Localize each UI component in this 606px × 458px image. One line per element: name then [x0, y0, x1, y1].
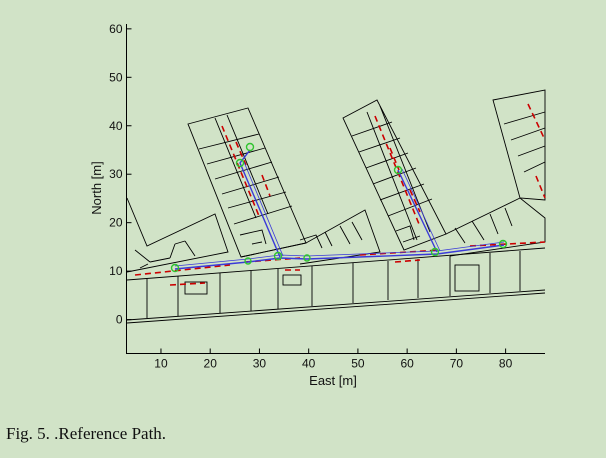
y-ticks: 0 10 20 30 40 50 60: [109, 22, 132, 327]
y-tick-label: 20: [109, 216, 123, 230]
y-tick-label: 0: [116, 313, 123, 327]
waypoint-marker: [393, 165, 403, 175]
axes: 0 10 20 30 40 50 60 10 20 30 40 50 60 70 80: [109, 22, 545, 371]
path-wing-2: [397, 169, 438, 253]
floorplan: [126, 89, 546, 324]
waypoint-marker: [245, 142, 255, 152]
reference-path: [170, 142, 508, 273]
y-tick-label: 50: [109, 70, 123, 84]
path-wing-1: [239, 149, 281, 258]
x-ticks: 10 20 30 40 50 60 70 80: [154, 348, 513, 371]
y-tick-label: 30: [109, 167, 123, 181]
waypoint-marker: [430, 247, 440, 257]
waypoint-marker: [273, 251, 283, 261]
y-axis-label: North [m]: [89, 161, 104, 214]
waypoint-marker: [235, 158, 245, 168]
figure-caption: Fig. 5. .Reference Path.: [6, 424, 167, 443]
x-tick-label: 80: [499, 357, 513, 371]
waypoint-marker: [170, 263, 180, 273]
y-tick-label: 40: [109, 119, 123, 133]
doors: [134, 103, 546, 286]
waypoint-marker: [303, 254, 311, 262]
x-tick-label: 30: [253, 357, 267, 371]
x-axis-label: East [m]: [309, 373, 357, 388]
waypoint-marker: [498, 239, 508, 249]
y-tick-label: 10: [109, 264, 123, 278]
x-tick-label: 10: [154, 357, 168, 371]
y-tick-label: 60: [109, 22, 123, 36]
x-tick-label: 20: [204, 357, 218, 371]
x-tick-label: 70: [450, 357, 464, 371]
x-tick-label: 60: [400, 357, 414, 371]
waypoint-marker: [244, 257, 252, 265]
x-tick-label: 50: [351, 357, 365, 371]
path-corridor: [174, 244, 505, 270]
x-tick-label: 40: [302, 357, 316, 371]
